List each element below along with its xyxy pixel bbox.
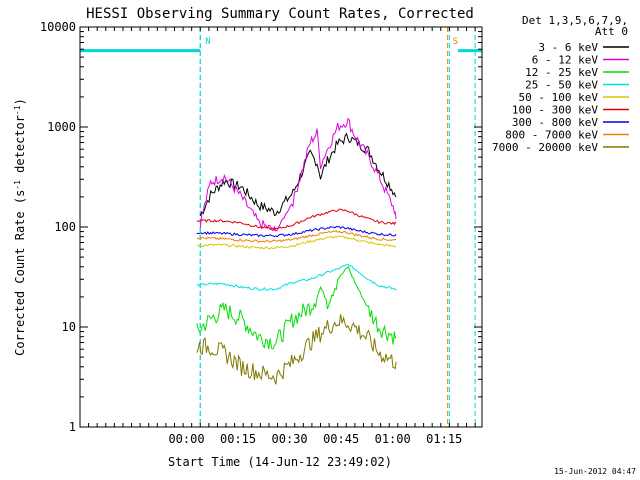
series-line xyxy=(199,117,397,232)
y-tick-label: 10000 xyxy=(40,20,76,34)
marker-label: S xyxy=(453,37,458,47)
legend-label: 800 - 7000 keV xyxy=(505,129,598,142)
y-tick-label: 1000 xyxy=(47,120,76,134)
series-line xyxy=(196,314,397,385)
series-line xyxy=(196,266,397,350)
legend-header: Det 1,3,5,6,7,9, xyxy=(522,14,628,27)
y-tick-label: 100 xyxy=(54,220,76,234)
y-tick-label: 10 xyxy=(62,320,76,334)
x-tick-label: 01:00 xyxy=(375,432,411,446)
footer-timestamp: 15-Jun-2012 04:47 xyxy=(554,467,636,476)
legend-label: 25 - 50 keV xyxy=(525,79,598,92)
series-line xyxy=(196,225,397,238)
legend-label: 100 - 300 keV xyxy=(512,104,598,117)
x-tick-label: 00:30 xyxy=(272,432,308,446)
series-line xyxy=(196,263,397,291)
legend-label: 7000 - 20000 keV xyxy=(492,141,598,154)
legend-label: 3 - 6 keV xyxy=(538,41,598,54)
series-line xyxy=(196,235,397,250)
series-line xyxy=(196,229,397,244)
series-line xyxy=(196,208,397,231)
x-axis-label: Start Time (14-Jun-12 23:49:02) xyxy=(168,455,392,469)
x-axis: 00:00 00:15 00:30 00:45 01:00 01:15 xyxy=(79,27,476,446)
x-tick-label: 00:00 xyxy=(168,432,204,446)
x-tick-label: 01:15 xyxy=(426,432,462,446)
chart-title: HESSI Observing Summary Count Rates, Cor… xyxy=(86,6,474,22)
y-axis: 1 10 100 1000 10000 xyxy=(40,20,482,434)
y-axis-label: Corrected Count Rate (s-1 detector-1) xyxy=(13,98,27,356)
x-tick-label: 00:45 xyxy=(323,432,359,446)
y-tick-label: 1 xyxy=(69,420,76,434)
legend-label: 6 - 12 keV xyxy=(532,54,599,67)
legend-label: 300 - 800 keV xyxy=(512,116,598,129)
legend-label: 50 - 100 keV xyxy=(519,91,599,104)
marker-label: N xyxy=(205,37,210,47)
legend-header: Att 0 xyxy=(595,25,628,38)
x-tick-label: 00:15 xyxy=(220,432,256,446)
legend-label: 12 - 25 keV xyxy=(525,66,598,79)
